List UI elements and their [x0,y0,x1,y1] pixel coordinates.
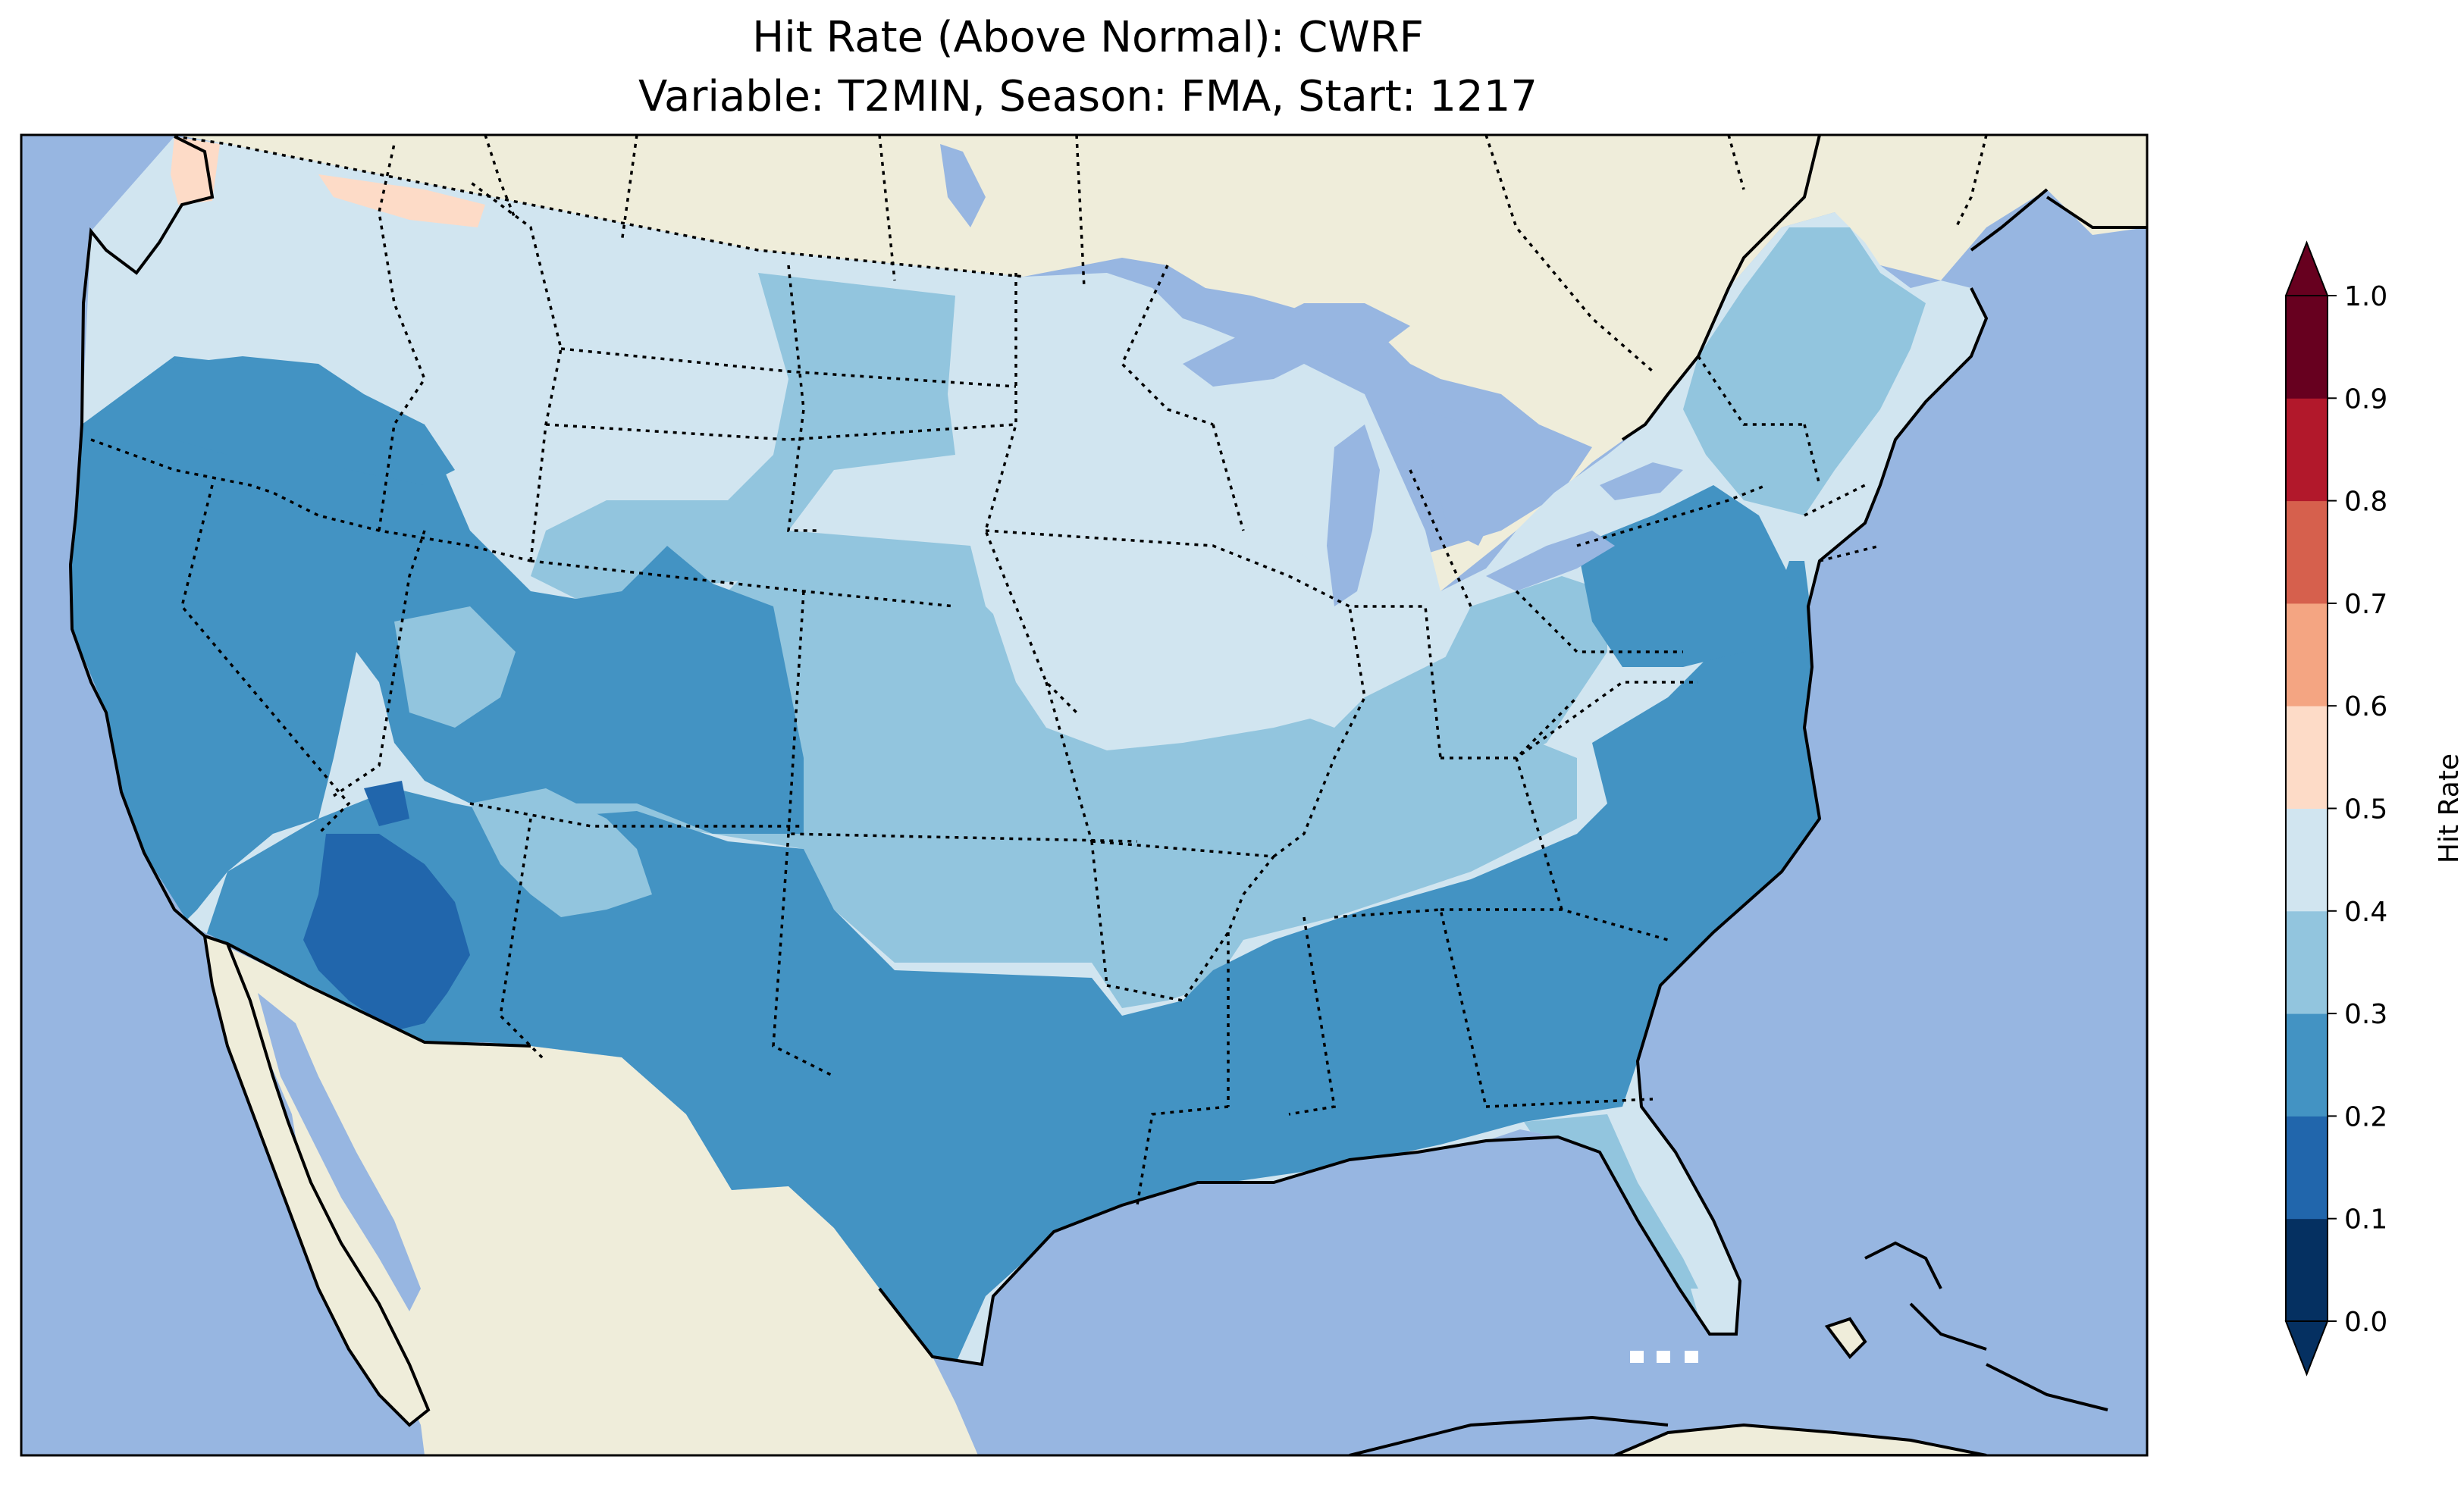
colorbar-tick-label: 0.6 [2344,691,2387,722]
region-colorado-plateau [470,788,652,917]
colorbar-tick-label: 0.3 [2344,999,2387,1030]
lake-ontario [1600,462,1683,500]
chart-title: Hit Rate (Above Normal): CWRF [752,13,1424,62]
florida-keys-cells [1630,1351,1698,1363]
region-nevada-dark [364,781,409,826]
colorbar-ticks: 0.0 0.1 0.2 0.3 0.4 0.5 0.6 0.7 0.8 0.9 1.0 [2328,281,2387,1338]
gulf-of-california [258,993,421,1311]
canada-land [174,135,2147,591]
mexico-land [205,936,978,1455]
map-frame [20,133,2149,1457]
baja-california [202,934,431,1427]
region-ohio-valley [1440,576,1607,758]
colorbar-tick-label: 0.1 [2344,1204,2387,1236]
lake-huron [1418,409,1509,546]
colorbar-tick-label: 0.0 [2344,1307,2387,1338]
colorbar-bin [2286,398,2328,502]
chart-subtitle: Variable: T2MIN, Season: FMA, Start: 121… [638,72,1538,121]
colorbar-extend-max [2284,240,2329,296]
colorbar-bin [2286,1116,2328,1220]
colorbar-bin [2286,500,2328,604]
colorbar-bin [2286,296,2328,399]
lake-winnipeg [940,144,986,227]
international-borders [174,135,1988,373]
bahamas-island [1824,1317,1867,1360]
colorbar-tick-label: 0.9 [2344,384,2387,415]
region-oregon-interior [174,356,455,485]
lake-erie [1486,531,1615,591]
hit-rate-field [71,136,1986,1364]
colorbar-bin [2286,910,2328,1014]
cuba-island [1614,1423,1987,1455]
region-arizona-desert [303,834,470,1031]
coastlines [68,135,2147,1455]
colorbar-tick-label: 1.0 [2344,281,2387,312]
colorbar-extend-min [2284,1320,2329,1377]
colorbar-bin [2286,603,2328,706]
region-pnw-border [171,136,220,205]
region-pnw-border-2 [318,174,485,227]
region-northern-plains [531,273,955,599]
colorbar-bin [2286,808,2328,912]
colorbar-bin [2286,1013,2328,1117]
colorbar-tick-label: 0.2 [2344,1101,2387,1132]
state-boundaries [90,143,1881,1206]
great-lakes [940,144,1683,606]
colorbar-tick-label: 0.7 [2344,589,2387,620]
lake-superior [1183,303,1410,387]
colorbar-bin [2286,706,2328,809]
colorbar-bin [2286,1218,2328,1322]
region-south-gulf [205,561,1820,1364]
colorbar-label: Hit Rate [2434,753,2464,863]
colorbar-tick-label: 0.4 [2344,897,2387,928]
colorbar-tick-label: 0.8 [2344,487,2387,518]
region-new-england [1683,227,1926,515]
region-utah-light [394,606,516,728]
colorbar-tick-label: 0.5 [2344,794,2387,825]
lake-michigan [1327,424,1380,606]
colorbar-bins [2286,296,2328,1322]
